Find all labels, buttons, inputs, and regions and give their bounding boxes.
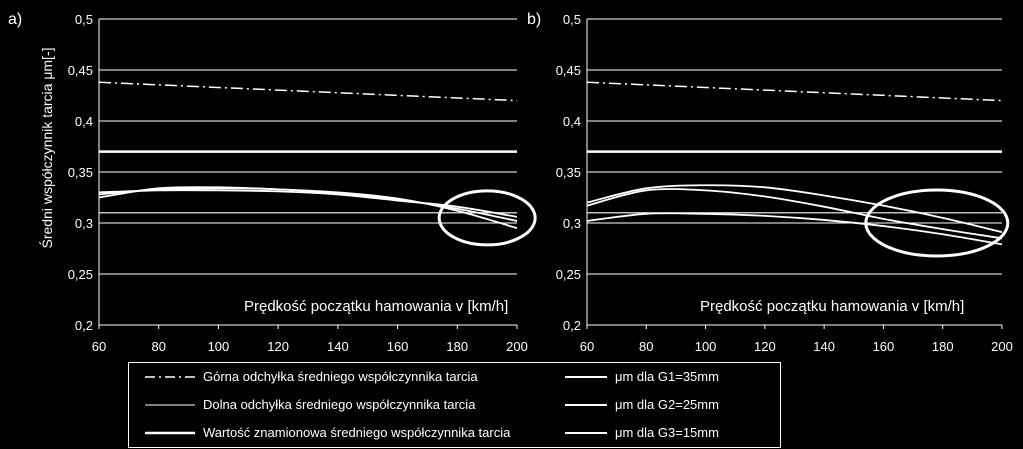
x-tick-label: 160 — [873, 339, 895, 354]
series-line-5 — [98, 189, 518, 218]
x-tick-label: 60 — [92, 339, 106, 354]
legend-swatch-solid — [565, 403, 607, 406]
series-line-4 — [98, 187, 518, 222]
legend-item-g1: μm dla G1=35mm — [565, 369, 719, 384]
y-tick-label: 0,3 — [75, 216, 93, 231]
legend-item-g2: μm dla G2=25mm — [565, 397, 719, 412]
highlight-ellipse — [864, 188, 1010, 258]
legend-swatch-dashdot — [145, 375, 195, 378]
legend-item-nominal-value: Wartość znamionowa średniego współczynni… — [145, 425, 510, 440]
chart-panel-b: 0,2 0,25 0,3 0,35 0,4 0,45 0,5 60 80 100 120 140 160… — [527, 11, 1013, 354]
legend-swatch-thick — [145, 431, 195, 434]
x-tick-label: 140 — [327, 339, 349, 354]
x-tick-label: 120 — [754, 339, 776, 354]
y-tick-label: 0,25 — [556, 267, 581, 282]
y-tick-label: 0,5 — [563, 12, 581, 27]
legend-label: Wartość znamionowa średniego współczynni… — [203, 425, 511, 440]
series-line-5 — [586, 212, 1003, 246]
series-line-0 — [586, 81, 1003, 102]
x-tick-label: 120 — [267, 339, 289, 354]
legend-label: μm dla G1=35mm — [615, 369, 719, 384]
x-tick-label: 100 — [695, 339, 717, 354]
x-tick-label: 100 — [208, 339, 230, 354]
legend-label: Dolna odchyłka średniego współczynnika t… — [203, 397, 476, 412]
legend-swatch-thin — [145, 404, 195, 405]
x-tick-label: 180 — [446, 339, 468, 354]
y-tick-label: 0,2 — [563, 318, 581, 333]
x-tick-label: 140 — [813, 339, 835, 354]
y-tick-label: 0,5 — [75, 12, 93, 27]
legend: Górna odchyłka średniego współczynnika t… — [128, 362, 781, 448]
highlight-ellipse — [437, 189, 537, 247]
y-axis-label: Średni współczynnik tarcia μm[-] — [38, 47, 55, 248]
chart-figure: 0,2 0,25 0,3 0,35 0,4 0,45 0,5 60 80 100 120 140 160… — [8, 11, 1013, 354]
x-tick-label: 60 — [580, 339, 594, 354]
chart-panel-a: 0,2 0,25 0,3 0,35 0,4 0,45 0,5 60 80 100 120 140 160… — [8, 11, 537, 354]
y-tick-label: 0,4 — [75, 114, 93, 129]
panel-label: a) — [8, 11, 22, 28]
legend-item-upper-deviation: Górna odchyłka średniego współczynnika t… — [145, 369, 478, 384]
legend-label: μm dla G3=15mm — [615, 425, 719, 440]
legend-swatch-solid — [565, 375, 607, 378]
x-axis-label: Prędkość początku hamowania v [km/h] — [700, 298, 964, 315]
legend-label: μm dla G2=25mm — [615, 397, 719, 412]
y-tick-label: 0,45 — [556, 63, 581, 78]
x-tick-label: 180 — [932, 339, 954, 354]
y-tick-label: 0,45 — [68, 63, 93, 78]
legend-item-lower-deviation: Dolna odchyłka średniego współczynnika t… — [145, 397, 475, 412]
y-tick-label: 0,2 — [75, 318, 93, 333]
y-tick-label: 0,3 — [563, 216, 581, 231]
series-line-4 — [586, 188, 1003, 240]
y-tick-label: 0,4 — [563, 114, 581, 129]
x-tick-label: 160 — [387, 339, 409, 354]
x-tick-label: 80 — [639, 339, 653, 354]
panel-label: b) — [527, 11, 541, 28]
legend-label: Górna odchyłka średniego współczynnika t… — [203, 369, 478, 384]
y-tick-label: 0,35 — [556, 165, 581, 180]
legend-item-g3: μm dla G3=15mm — [565, 425, 719, 440]
x-tick-label: 80 — [151, 339, 165, 354]
legend-swatch-solid — [565, 431, 607, 434]
series-line-3 — [586, 184, 1003, 234]
y-tick-label: 0,25 — [68, 267, 93, 282]
x-tick-label: 200 — [506, 339, 528, 354]
series-line-0 — [98, 81, 518, 102]
x-tick-label: 200 — [991, 339, 1013, 354]
x-axis-label: Prędkość początku hamowania v [km/h] — [244, 298, 508, 315]
y-tick-label: 0,35 — [68, 165, 93, 180]
